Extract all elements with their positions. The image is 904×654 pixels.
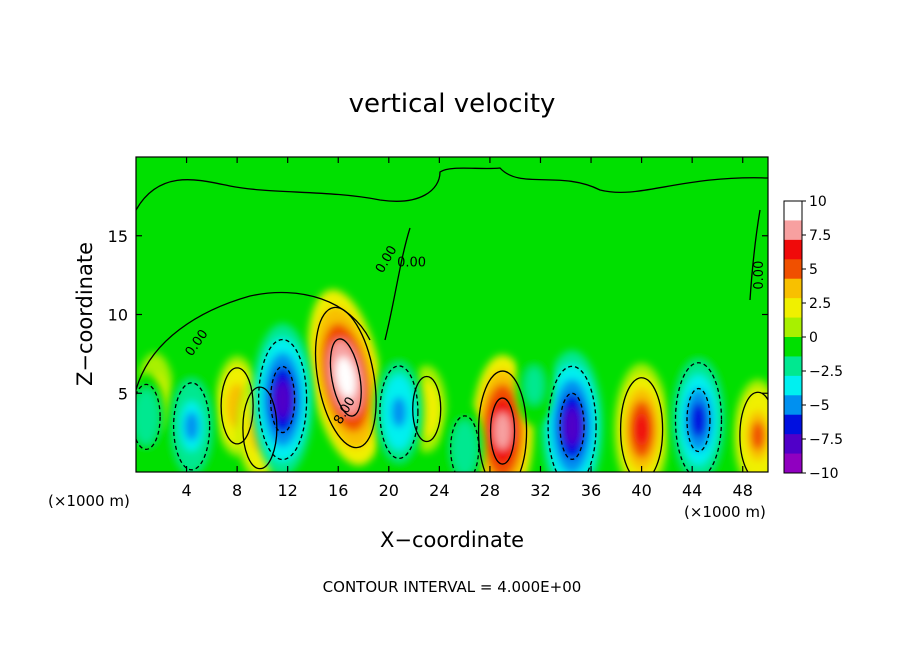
x-tick-label: 24 xyxy=(429,481,449,500)
y-axis: 5 10 15 xyxy=(108,227,768,403)
y-tick-label: 15 xyxy=(108,227,128,246)
updraft-cell-5 xyxy=(733,379,768,472)
contour-ring-14 xyxy=(136,383,161,451)
colorbar-swatch xyxy=(784,259,802,280)
colorbar: 10 7.5 5 2.5 0 −2.5 −5 −7.5 −10 xyxy=(783,194,843,482)
x-axis: 4 8 12 16 20 24 28 32 36 40 44 48 xyxy=(181,157,753,500)
colorbar-swatch xyxy=(784,220,802,241)
plot-area: 0.000.000.00 0.008.00 xyxy=(136,157,768,472)
contour-ring-5 xyxy=(739,391,768,472)
colorbar-swatch xyxy=(784,375,802,396)
heat-level xyxy=(690,402,707,438)
x-unit-left: (×1000 m) xyxy=(48,492,130,510)
y-tick-label: 5 xyxy=(118,384,128,403)
x-tick-label: 8 xyxy=(232,481,242,500)
contour-ring-6 xyxy=(412,375,442,443)
colorbar-swatch xyxy=(784,239,802,260)
contour-inner-0 xyxy=(329,338,362,417)
contour-ring-9 xyxy=(547,365,597,472)
x-tick-label: 12 xyxy=(278,481,298,500)
colorbar-tick-label: −2.5 xyxy=(809,364,843,380)
contour-ring-10 xyxy=(674,362,723,472)
colorbar-swatch xyxy=(784,356,802,377)
colorbar-swatch xyxy=(784,434,802,455)
heat-level xyxy=(633,413,650,446)
contour-ring-12 xyxy=(172,382,211,471)
colorbar-swatch xyxy=(784,278,802,299)
heat-level xyxy=(274,381,292,418)
downdraft-cell-13 xyxy=(445,404,485,472)
colorbar-tick-label: 0 xyxy=(809,330,818,346)
heat-level xyxy=(139,404,153,429)
x-tick-label: 32 xyxy=(530,481,550,500)
contour-inner-9 xyxy=(559,392,585,460)
y-axis-label: Z−coordinate xyxy=(73,242,97,386)
heat-level xyxy=(750,421,766,451)
contour-inner-10 xyxy=(686,387,711,453)
updraft-cell-2 xyxy=(614,363,669,472)
contour-zero-tower xyxy=(384,227,411,341)
colorbar-swatch xyxy=(784,395,802,416)
x-tick-label: 36 xyxy=(581,481,601,500)
contour-ring-13 xyxy=(449,415,480,472)
heat-level xyxy=(391,397,407,428)
colorbar-swatch xyxy=(784,414,802,435)
contour-label: 0.00 xyxy=(397,256,426,271)
contour-ring-3 xyxy=(220,367,254,445)
chart-title: vertical velocity xyxy=(349,89,556,119)
x-axis-label: X−coordinate xyxy=(380,528,524,552)
contour-zero-right xyxy=(749,209,761,301)
contour-ring-11 xyxy=(379,365,419,460)
downdraft-cell-10 xyxy=(668,347,728,472)
colorbar-swatch xyxy=(784,337,802,357)
heat-level xyxy=(494,412,512,450)
downdraft-cell-12 xyxy=(167,369,216,472)
updraft-cell-0 xyxy=(308,289,384,466)
contour-ring-2 xyxy=(619,377,664,472)
heat-level xyxy=(184,411,199,441)
colorbar-swatch xyxy=(784,317,802,338)
y-tick-label: 10 xyxy=(108,306,128,325)
contour-zero-upper xyxy=(136,167,768,211)
x-tick-label: 40 xyxy=(631,481,651,500)
contour-ring-8 xyxy=(257,338,308,461)
heat-layer xyxy=(136,289,768,472)
contour-ring-0 xyxy=(314,306,377,449)
x-tick-label: 28 xyxy=(480,481,500,500)
colorbar-tick-label: 2.5 xyxy=(809,296,831,312)
x-tick-label: 44 xyxy=(682,481,702,500)
x-tick-label: 48 xyxy=(733,481,753,500)
x-tick-label: 20 xyxy=(379,481,399,500)
x-unit-right: (×1000 m) xyxy=(684,503,766,521)
downdraft-cell-14 xyxy=(136,373,166,461)
heat-level xyxy=(528,374,541,397)
x-tick-label: 16 xyxy=(328,481,348,500)
colorbar-tick-label: 5 xyxy=(809,262,818,278)
colorbar-swatch xyxy=(784,298,802,319)
colorbar-tick-label: 7.5 xyxy=(809,228,831,244)
colorbar-tick-label: −10 xyxy=(809,466,839,482)
heat-level xyxy=(458,436,471,461)
colorbar-swatch xyxy=(784,453,802,474)
downdraft-cell-15 xyxy=(515,345,553,426)
heat-level xyxy=(335,356,356,399)
x-tick-label: 4 xyxy=(181,481,191,500)
downdraft-cell-8 xyxy=(252,323,314,472)
contour-ring-1 xyxy=(477,370,528,472)
colorbar-swatch xyxy=(784,201,802,221)
contour-inner-1 xyxy=(489,397,516,465)
colorbar-tick-label: −7.5 xyxy=(809,432,843,448)
heat-level xyxy=(563,407,581,445)
contour-label: 0.00 xyxy=(752,261,767,290)
colorbar-tick-label: 10 xyxy=(809,194,827,210)
contour-interval-note: CONTOUR INTERVAL = 4.000E+00 xyxy=(323,578,582,596)
downdraft-cell-11 xyxy=(373,352,425,472)
contour-layer xyxy=(136,167,768,472)
contour-inner-8 xyxy=(269,365,296,434)
colorbar-tick-label: −5 xyxy=(809,398,830,414)
